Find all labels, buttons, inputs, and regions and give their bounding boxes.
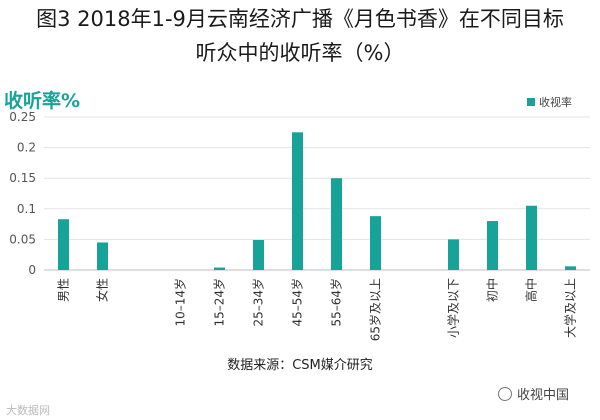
bar	[214, 267, 225, 270]
bar	[448, 239, 459, 270]
watermark-corner: 大数据网	[6, 404, 50, 417]
y-axis-label: 收听率%	[4, 90, 81, 112]
bar	[292, 132, 303, 270]
bar	[487, 221, 498, 270]
y-tick-label: 0.05	[9, 232, 36, 246]
bar-chart: 0 0.05 0.1 0.15 0.2 0.25 男性 女性 10–14岁 15–24岁 25–34…	[9, 110, 590, 341]
x-tick-label: 男性	[57, 278, 71, 302]
bar	[58, 219, 69, 270]
y-tick-label: 0.15	[9, 171, 36, 185]
watermark-brand: 收视中国	[498, 384, 569, 403]
bar	[370, 216, 381, 270]
x-tick-label: 25–34岁	[251, 278, 266, 327]
chart-title-line-2: 听众中的收听率（%）	[195, 41, 405, 65]
x-tick-label: 15–24岁	[212, 278, 227, 327]
x-tick-label: 55–64岁	[329, 278, 344, 327]
y-tick-label: 0.25	[9, 110, 36, 124]
bar	[97, 242, 108, 270]
data-source-note: 数据来源：CSM媒介研究	[227, 358, 373, 373]
bar	[526, 205, 537, 270]
chart-title: 图3 2018年1-9月云南经济广播《月色书香》在不同目标 听众中的收听率（%）	[0, 2, 600, 70]
x-tick-label: 高中	[524, 278, 539, 302]
legend-label: 收视率	[539, 96, 572, 109]
x-tick-label: 10–14岁	[173, 278, 188, 327]
wechat-icon	[498, 386, 512, 401]
watermark-brand-text: 收视中国	[517, 388, 570, 403]
bar	[253, 240, 264, 270]
x-tick-label: 小学及以下	[446, 278, 461, 338]
x-tick-label: 65岁及以上	[368, 278, 383, 341]
chart-title-line-1: 图3 2018年1-9月云南经济广播《月色书香》在不同目标	[36, 7, 564, 31]
x-tick-label: 初中	[485, 278, 500, 302]
bar	[331, 178, 342, 270]
x-tick-label: 大学及以上	[563, 278, 578, 338]
y-tick-label: 0.2	[17, 141, 36, 155]
x-tick-label: 45–54岁	[290, 278, 305, 327]
legend-swatch	[527, 98, 535, 106]
y-tick-label: 0.1	[17, 202, 36, 216]
legend: 收视率	[527, 94, 572, 110]
x-tick-label: 女性	[95, 278, 110, 302]
bar	[565, 266, 576, 270]
y-tick-label: 0	[28, 263, 36, 277]
